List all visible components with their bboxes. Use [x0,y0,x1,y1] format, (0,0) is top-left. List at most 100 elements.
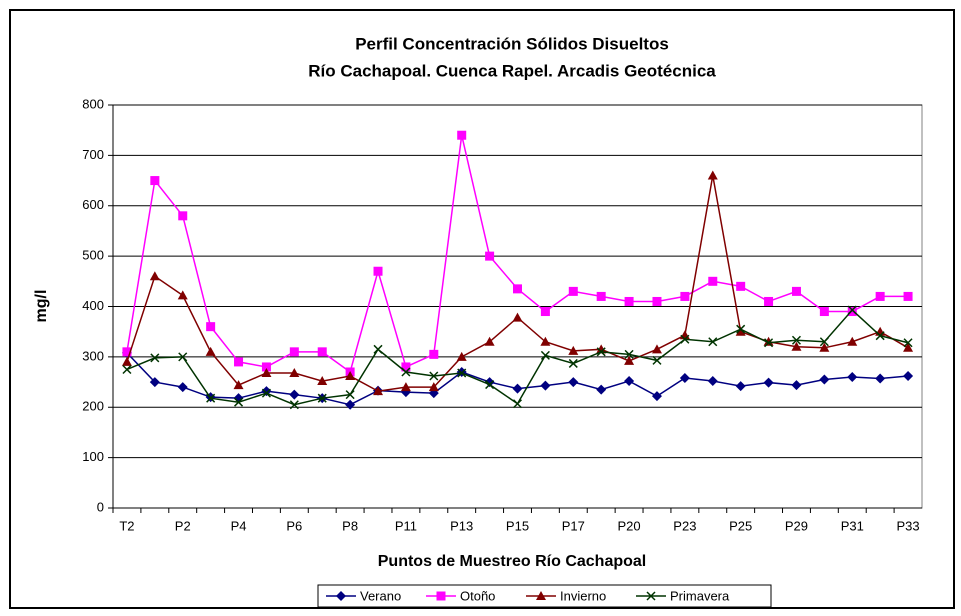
legend-label: Verano [360,588,401,603]
marker [122,347,132,357]
y-tick-label: 600 [82,197,104,212]
marker [651,344,662,354]
marker [456,351,467,361]
x-tick-label: P29 [785,518,808,533]
marker [317,347,327,357]
marker [121,356,132,366]
marker [512,399,523,409]
marker [875,331,885,341]
y-tick-label: 200 [82,399,104,414]
marker [680,334,690,344]
x-tick-label: P31 [841,518,864,533]
marker [764,338,774,348]
marker [847,305,857,315]
marker [875,291,885,301]
x-tick-label: P23 [673,518,696,533]
marker [707,170,718,180]
legend-item: Otoño [426,588,495,603]
marker [234,397,244,407]
marker [903,291,913,301]
marker [234,357,244,367]
marker [596,384,607,395]
marker [345,390,355,400]
marker [149,377,160,388]
marker [373,344,383,354]
x-tick-label: P33 [896,518,919,533]
marker [847,372,858,383]
marker [345,399,356,410]
marker [317,376,328,386]
y-tick-label: 100 [82,449,104,464]
marker [791,335,801,345]
marker [436,591,446,601]
marker [679,373,690,384]
marker [261,362,271,372]
legend-label: Invierno [560,588,606,603]
marker [707,376,718,387]
marker [903,342,914,352]
marker [819,337,829,347]
x-tick-label: T2 [119,518,134,533]
marker [261,367,272,377]
marker [596,291,606,301]
marker [708,337,718,347]
marker [763,377,774,388]
legend: Verano Otoño Invierno Primavera [317,584,772,608]
marker [652,355,662,365]
marker [178,211,188,221]
y-axis-title: mg/l [33,290,50,323]
marker [149,271,160,281]
marker [680,291,690,301]
marker [540,336,551,346]
marker [428,382,439,392]
marker [205,346,216,356]
marker [624,296,634,306]
marker [903,371,914,382]
x-tick-label: P20 [618,518,641,533]
y-tick-label: 300 [82,348,104,363]
x-tick-label: P8 [342,518,358,533]
y-tick-label: 700 [82,147,104,162]
marker [568,286,578,296]
legend-item: Primavera [636,588,730,603]
marker [819,374,830,385]
marker [206,393,216,403]
marker [457,368,467,378]
marker [736,281,746,291]
marker [289,389,300,400]
marker [735,381,746,392]
marker [736,324,746,334]
marker [485,251,495,261]
legend-label: Otoño [460,588,495,603]
legend-label: Primavera [670,588,730,603]
marker [373,386,384,396]
marker [512,312,523,322]
marker [791,380,802,391]
marker [336,591,346,601]
legend-item: Verano [326,588,401,603]
marker [233,380,244,390]
y-tick-label: 800 [82,96,104,111]
marker [177,382,188,393]
x-tick-label: P4 [231,518,247,533]
x-axis-title: Puntos de Muestreo Río Cachapoal [378,553,646,570]
x-tick-label: P2 [175,518,191,533]
x-tick-label: P6 [286,518,302,533]
marker [400,382,411,392]
marker [289,347,299,357]
marker [819,342,830,352]
marker [540,307,550,317]
x-tick-label: P11 [395,518,417,533]
marker [206,322,216,332]
marker [903,338,913,348]
marker [819,307,829,317]
marker [513,284,522,294]
y-tick-label: 0 [97,499,104,514]
x-tick-label: P15 [506,518,529,533]
marker [317,393,327,403]
marker [596,347,606,357]
legend-item: Invierno [526,588,606,603]
marker [847,336,858,346]
marker [457,130,467,140]
marker [875,373,886,384]
